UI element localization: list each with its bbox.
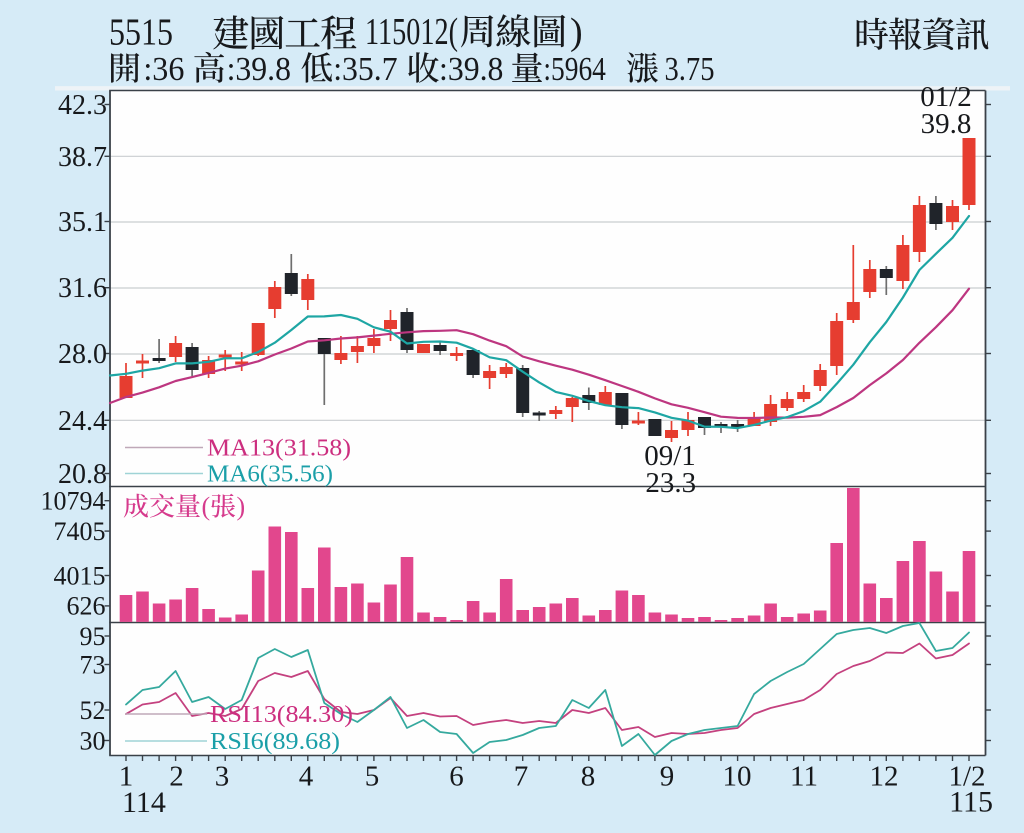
svg-text:RSI13(84.30): RSI13(84.30) (210, 702, 353, 728)
svg-text::36: :36 (143, 51, 184, 88)
svg-text::5964: :5964 (543, 51, 606, 88)
svg-text:6: 6 (449, 761, 464, 793)
svg-text:52: 52 (80, 696, 106, 725)
svg-text:24.4: 24.4 (58, 406, 107, 437)
svg-text:7: 7 (514, 761, 529, 793)
svg-text:28.0: 28.0 (58, 339, 107, 370)
svg-text:MA6(35.56): MA6(35.56) (207, 462, 333, 488)
svg-text:11: 11 (790, 761, 818, 793)
svg-text:31.6: 31.6 (58, 273, 107, 304)
svg-text:5515: 5515 (109, 12, 173, 54)
svg-text:1: 1 (119, 761, 134, 793)
svg-text:35.1: 35.1 (58, 207, 107, 238)
svg-text::39.8: :39.8 (227, 51, 291, 88)
svg-text:3: 3 (215, 761, 230, 793)
svg-text:4: 4 (299, 761, 314, 793)
svg-text:): ) (570, 11, 583, 53)
svg-text:73: 73 (80, 650, 106, 679)
svg-text:20.8: 20.8 (58, 459, 107, 490)
svg-text:8: 8 (581, 761, 596, 793)
svg-text:39.8: 39.8 (921, 108, 972, 140)
svg-text:2: 2 (169, 761, 184, 793)
svg-text:38.7: 38.7 (58, 142, 107, 173)
svg-text::35.7: :35.7 (333, 51, 397, 88)
svg-text:5: 5 (365, 761, 380, 793)
svg-text:10: 10 (723, 761, 752, 793)
svg-text:9: 9 (660, 761, 675, 793)
svg-text:01/2: 01/2 (920, 81, 972, 113)
svg-text:RSI6(89.68): RSI6(89.68) (210, 729, 340, 755)
svg-text:23.3: 23.3 (645, 467, 696, 499)
svg-text:30: 30 (80, 726, 106, 755)
svg-text:95: 95 (80, 622, 106, 651)
svg-text:MA13(31.58): MA13(31.58) (207, 436, 351, 462)
svg-text:7405: 7405 (54, 517, 106, 546)
svg-text:09/1: 09/1 (644, 440, 696, 472)
svg-text:626: 626 (67, 592, 106, 621)
svg-text:4015: 4015 (54, 561, 106, 590)
svg-text:12: 12 (870, 761, 899, 793)
svg-text::39.8: :39.8 (439, 51, 503, 88)
svg-text:115: 115 (949, 786, 993, 819)
svg-text:114: 114 (122, 786, 166, 819)
svg-text:): ) (237, 492, 246, 521)
svg-text:3.75: 3.75 (665, 51, 715, 88)
svg-text:(: ( (202, 492, 211, 521)
svg-text:42.3: 42.3 (58, 90, 107, 121)
svg-text:115012(: 115012( (365, 11, 458, 53)
svg-text:1/2: 1/2 (948, 761, 985, 793)
svg-text:10794: 10794 (41, 487, 106, 516)
